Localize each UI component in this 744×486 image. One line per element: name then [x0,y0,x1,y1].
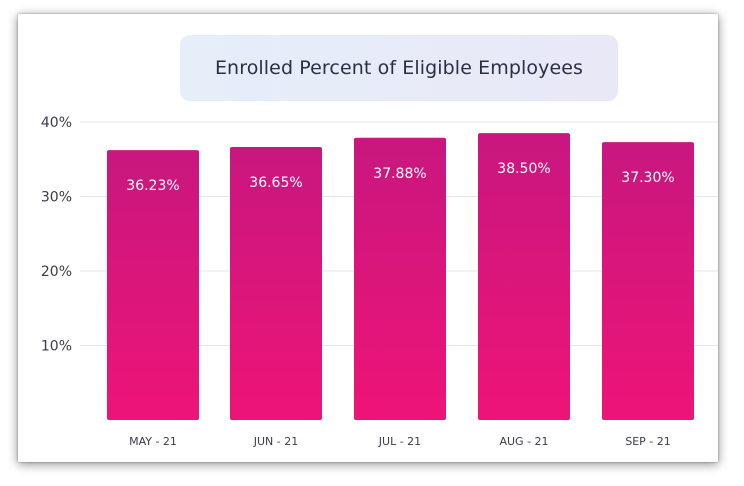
bars [107,133,694,421]
chart-card: Enrolled Percent of Eligible Employees 1… [18,14,718,462]
x-category-label: AUG - 21 [499,435,548,448]
x-category-label: SEP - 21 [625,435,671,448]
y-tick-label: 20% [41,264,72,280]
bar-value-label: 38.50% [497,161,550,177]
y-tick-label: 30% [41,190,72,206]
bar-value-label: 36.65% [249,175,302,191]
bar [230,146,322,420]
data-labels: 36.23% 36.65% 37.88% 38.50% 37.30% [126,161,674,194]
bar [478,133,570,421]
bar-value-label: 37.88% [373,166,426,182]
bar-chart: 10% 20% 30% 40% 36.23% 36.65% 37.88% 38.50% 37.… [41,115,718,448]
x-category-label: JUL - 21 [378,435,421,448]
y-axis-ticks: 10% 20% 30% 40% [41,115,72,355]
y-tick-label: 10% [41,339,72,355]
x-axis-categories: MAY - 21 JUN - 21 JUL - 21 AUG - 21 SEP - 21 [129,435,671,448]
x-category-label: JUN - 21 [253,435,298,448]
bar [354,137,446,420]
y-tick-label: 40% [41,115,72,131]
bar-value-label: 37.30% [621,170,674,186]
x-category-label: MAY - 21 [129,435,177,448]
chart-title: Enrolled Percent of Eligible Employees [214,57,584,79]
bar [602,142,694,421]
bar [107,150,199,421]
bar-value-label: 36.23% [126,178,179,194]
chart-title-box: Enrolled Percent of Eligible Employees [180,35,618,101]
